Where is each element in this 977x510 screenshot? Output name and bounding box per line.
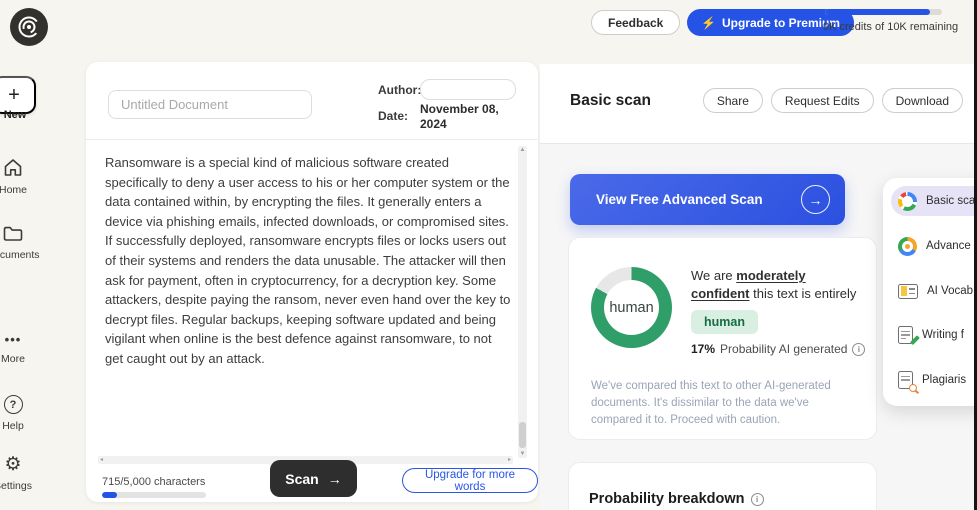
- view-advanced-scan-button[interactable]: View Free Advanced Scan →: [570, 174, 845, 225]
- sidebar-item-label: Home: [0, 184, 27, 196]
- bolt-icon: ⚡: [701, 15, 716, 30]
- probability-breakdown-title: Probability breakdown i: [589, 491, 764, 507]
- sidebar-item-label: Settings: [0, 480, 32, 492]
- menu-item-label: Writing f: [922, 329, 964, 341]
- view-advanced-scan-label: View Free Advanced Scan: [596, 192, 763, 207]
- scan-result-card: human We are moderately confident this t…: [568, 237, 877, 440]
- sidebar-item-help[interactable]: ? Help: [0, 395, 44, 432]
- menu-item-label: Advance: [926, 240, 971, 252]
- donut-center-label: human: [604, 280, 659, 335]
- menu-item-ai-vocabulary[interactable]: AI Vocab: [891, 276, 977, 306]
- confidence-underlined: moderately confident: [691, 268, 806, 301]
- document-editor-card: Author: Date: November 08, 2024 Ransomwa…: [86, 62, 538, 502]
- editor-header-divider: [86, 139, 538, 140]
- scan-button[interactable]: Scan →: [270, 460, 357, 497]
- folder-icon: [0, 224, 44, 243]
- menu-item-basic-scan[interactable]: Basic sca: [891, 186, 977, 216]
- ai-vocabulary-icon: [898, 283, 918, 299]
- scroll-right-icon[interactable]: ▸: [507, 457, 511, 463]
- gptzero-logo-icon[interactable]: [10, 8, 48, 46]
- share-button[interactable]: Share: [702, 88, 763, 113]
- menu-item-label: Basic sca: [926, 195, 976, 207]
- screenshot-right-edge: [974, 0, 977, 510]
- credits-progress-fill: [825, 9, 931, 15]
- scroll-down-icon[interactable]: ▼: [519, 451, 526, 457]
- gear-icon: ⚙: [4, 454, 22, 475]
- author-input[interactable]: [420, 79, 516, 100]
- scan-panel-header: Basic scan Share Request Edits Download: [540, 64, 977, 144]
- probability-breakdown-card: Probability breakdown i: [568, 462, 877, 510]
- menu-item-writing-feedback[interactable]: Writing f: [891, 320, 977, 350]
- document-body-text[interactable]: Ransomware is a special kind of maliciou…: [105, 155, 511, 366]
- scan-type-menu: Basic sca Advance AI Vocab Writing f Pla…: [883, 178, 977, 406]
- vertical-scroll-thumb[interactable]: [519, 422, 526, 448]
- human-probability-donut: human: [591, 267, 672, 348]
- sidebar-item-settings[interactable]: ⚙ Settings: [0, 455, 44, 492]
- sidebar-item-documents[interactable]: Documents: [0, 224, 44, 261]
- document-title-input[interactable]: [108, 90, 312, 119]
- spiral-glyph: [18, 16, 40, 38]
- sidebar-item-more[interactable]: ••• More: [0, 332, 44, 365]
- date-value: November 08, 2024: [420, 102, 499, 131]
- arrow-right-icon: →: [327, 470, 342, 487]
- home-icon: [0, 157, 44, 178]
- help-icon: ?: [3, 395, 23, 414]
- credits-progress-bar: [825, 9, 942, 15]
- verdict-badge: human: [691, 310, 758, 334]
- info-icon[interactable]: i: [852, 342, 866, 356]
- sidebar-item-label: More: [1, 353, 25, 365]
- character-progress-bar: [102, 492, 206, 498]
- feedback-button[interactable]: Feedback: [591, 10, 681, 35]
- character-progress-fill: [102, 492, 117, 498]
- plus-icon: +: [8, 83, 20, 106]
- advanced-scan-icon: [898, 236, 917, 256]
- sidebar-item-label: Help: [2, 420, 24, 432]
- scroll-up-icon[interactable]: ▲: [519, 147, 526, 153]
- new-document-button[interactable]: +: [0, 76, 36, 114]
- credits-remaining-text: 9K credits of 10K remaining: [823, 21, 959, 33]
- menu-item-plagiarism[interactable]: Plagiaris: [891, 365, 977, 395]
- upgrade-for-more-words-button[interactable]: Upgrade for more words: [402, 468, 538, 493]
- comparison-disclaimer: We've compared this text to other AI-gen…: [591, 380, 831, 426]
- ai-probability-text: Probability AI generated: [720, 342, 848, 356]
- new-document-label: New: [3, 109, 27, 121]
- writing-feedback-icon: [898, 326, 920, 345]
- scan-header-actions: Share Request Edits Download: [702, 88, 963, 113]
- menu-item-label: Plagiaris: [922, 374, 967, 386]
- info-icon[interactable]: i: [750, 492, 764, 506]
- sidebar-item-label: Documents: [0, 249, 40, 261]
- more-dots-icon: •••: [4, 332, 22, 347]
- character-count: 715/5,000 characters: [102, 476, 206, 488]
- scan-button-label: Scan: [285, 470, 319, 487]
- upgrade-premium-label: Upgrade to Premium: [721, 15, 840, 30]
- scroll-left-icon[interactable]: ◂: [100, 457, 104, 463]
- confidence-statement: We are moderately confident this text is…: [691, 268, 857, 301]
- basic-scan-icon: [898, 191, 917, 211]
- sidebar-item-home[interactable]: Home: [0, 157, 44, 196]
- ai-probability-line: 17% Probability AI generated i: [691, 342, 866, 356]
- scan-panel-title: Basic scan: [570, 92, 651, 109]
- author-label: Author:: [378, 83, 422, 97]
- ai-probability-value: 17%: [691, 342, 716, 356]
- date-label: Date:: [378, 109, 409, 123]
- menu-item-advanced-scan[interactable]: Advance: [891, 231, 977, 261]
- download-button[interactable]: Download: [881, 88, 963, 113]
- plagiarism-icon: [898, 371, 917, 392]
- request-edits-button[interactable]: Request Edits: [770, 88, 874, 113]
- upgrade-premium-button[interactable]: ⚡ Upgrade to Premium: [687, 9, 854, 36]
- menu-item-label: AI Vocab: [927, 285, 974, 297]
- arrow-circle-icon: →: [801, 185, 830, 214]
- vertical-scrollbar[interactable]: ▲ ▼: [518, 146, 527, 458]
